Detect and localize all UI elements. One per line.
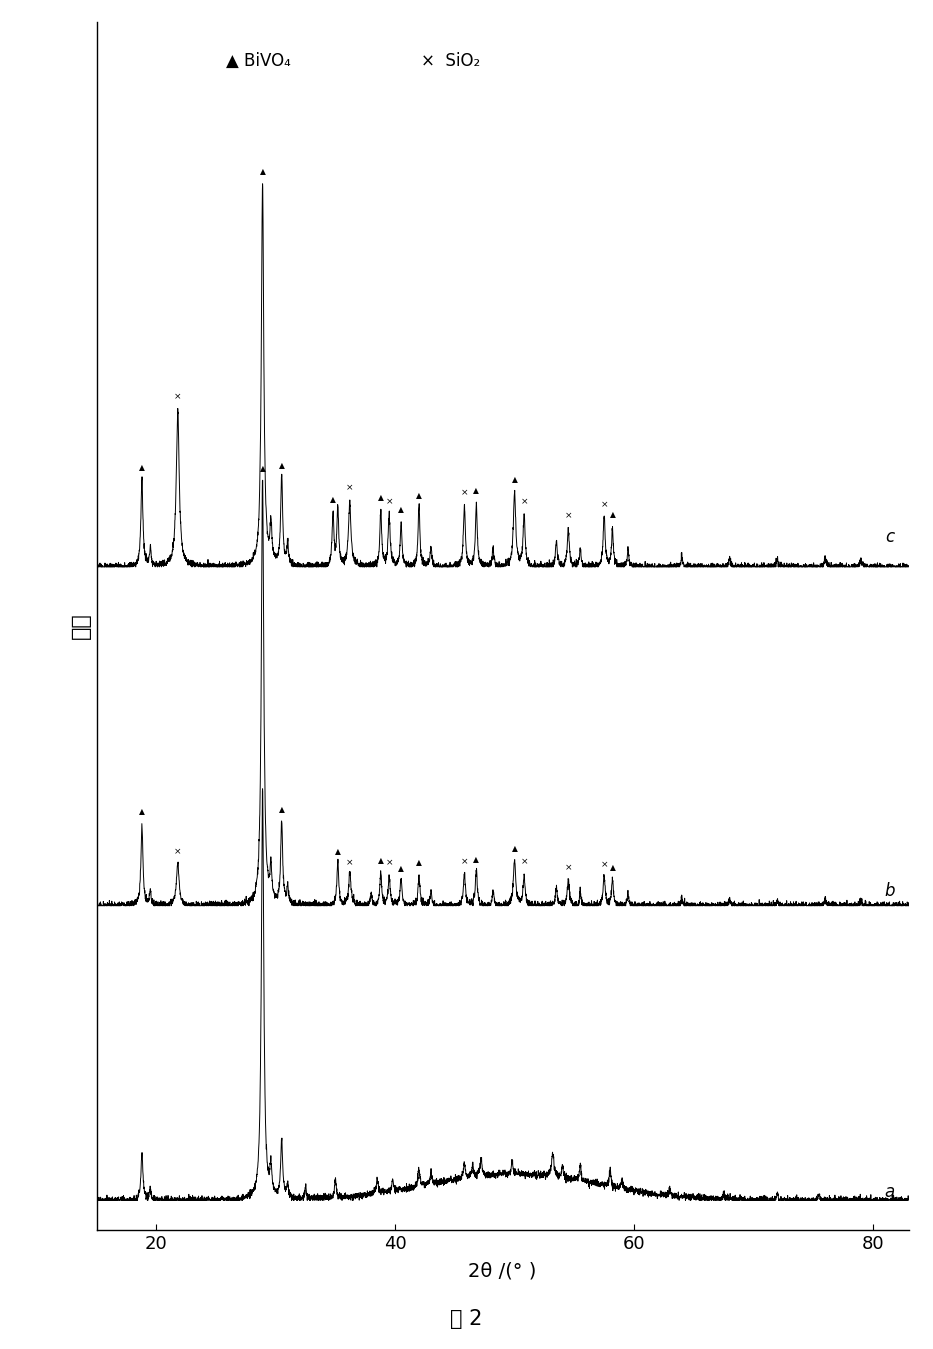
Text: ×: × <box>385 858 393 867</box>
Text: ▲: ▲ <box>511 475 518 484</box>
Text: ▲: ▲ <box>335 847 341 855</box>
Text: ▲: ▲ <box>398 865 404 873</box>
Text: ▲: ▲ <box>330 495 336 505</box>
Text: ▲: ▲ <box>259 464 266 473</box>
Text: ×: × <box>564 511 572 521</box>
Text: ×: × <box>174 393 182 401</box>
Text: ▲: ▲ <box>473 855 480 863</box>
Text: ×: × <box>461 488 468 498</box>
Text: ×: × <box>600 861 608 869</box>
Y-axis label: 强度: 强度 <box>71 612 91 639</box>
Text: ▲: ▲ <box>473 486 480 495</box>
Text: b: b <box>884 882 896 900</box>
Text: ▲: ▲ <box>279 804 285 813</box>
Text: ▲: ▲ <box>416 491 422 499</box>
Text: ×: × <box>521 858 528 866</box>
Text: ▲: ▲ <box>139 807 145 816</box>
Text: ×: × <box>346 858 354 867</box>
Text: ▲: ▲ <box>279 461 285 469</box>
Text: ▲: ▲ <box>511 844 518 853</box>
Text: ×: × <box>600 500 608 510</box>
Text: a: a <box>884 1183 895 1201</box>
Text: ×: × <box>521 498 528 506</box>
Text: ▲: ▲ <box>398 506 404 514</box>
Text: ×: × <box>461 858 468 866</box>
Text: ×: × <box>346 483 354 492</box>
X-axis label: 2θ /(° ): 2θ /(° ) <box>468 1261 536 1280</box>
Text: ▲: ▲ <box>378 857 383 865</box>
Text: ▲: ▲ <box>609 862 616 871</box>
Text: ▲: ▲ <box>416 858 422 867</box>
Text: ×: × <box>385 498 393 507</box>
Text: ×  SiO₂: × SiO₂ <box>422 53 480 70</box>
Text: ×: × <box>564 863 572 871</box>
Text: ▲ BiVO₄: ▲ BiVO₄ <box>227 53 291 70</box>
Text: c: c <box>884 529 894 546</box>
Text: ▲: ▲ <box>378 492 383 502</box>
Text: ▲: ▲ <box>259 167 266 177</box>
Text: ▲: ▲ <box>609 510 616 519</box>
Text: ×: × <box>174 847 182 855</box>
Text: 图 2: 图 2 <box>451 1309 482 1329</box>
Text: ▲: ▲ <box>139 463 145 472</box>
